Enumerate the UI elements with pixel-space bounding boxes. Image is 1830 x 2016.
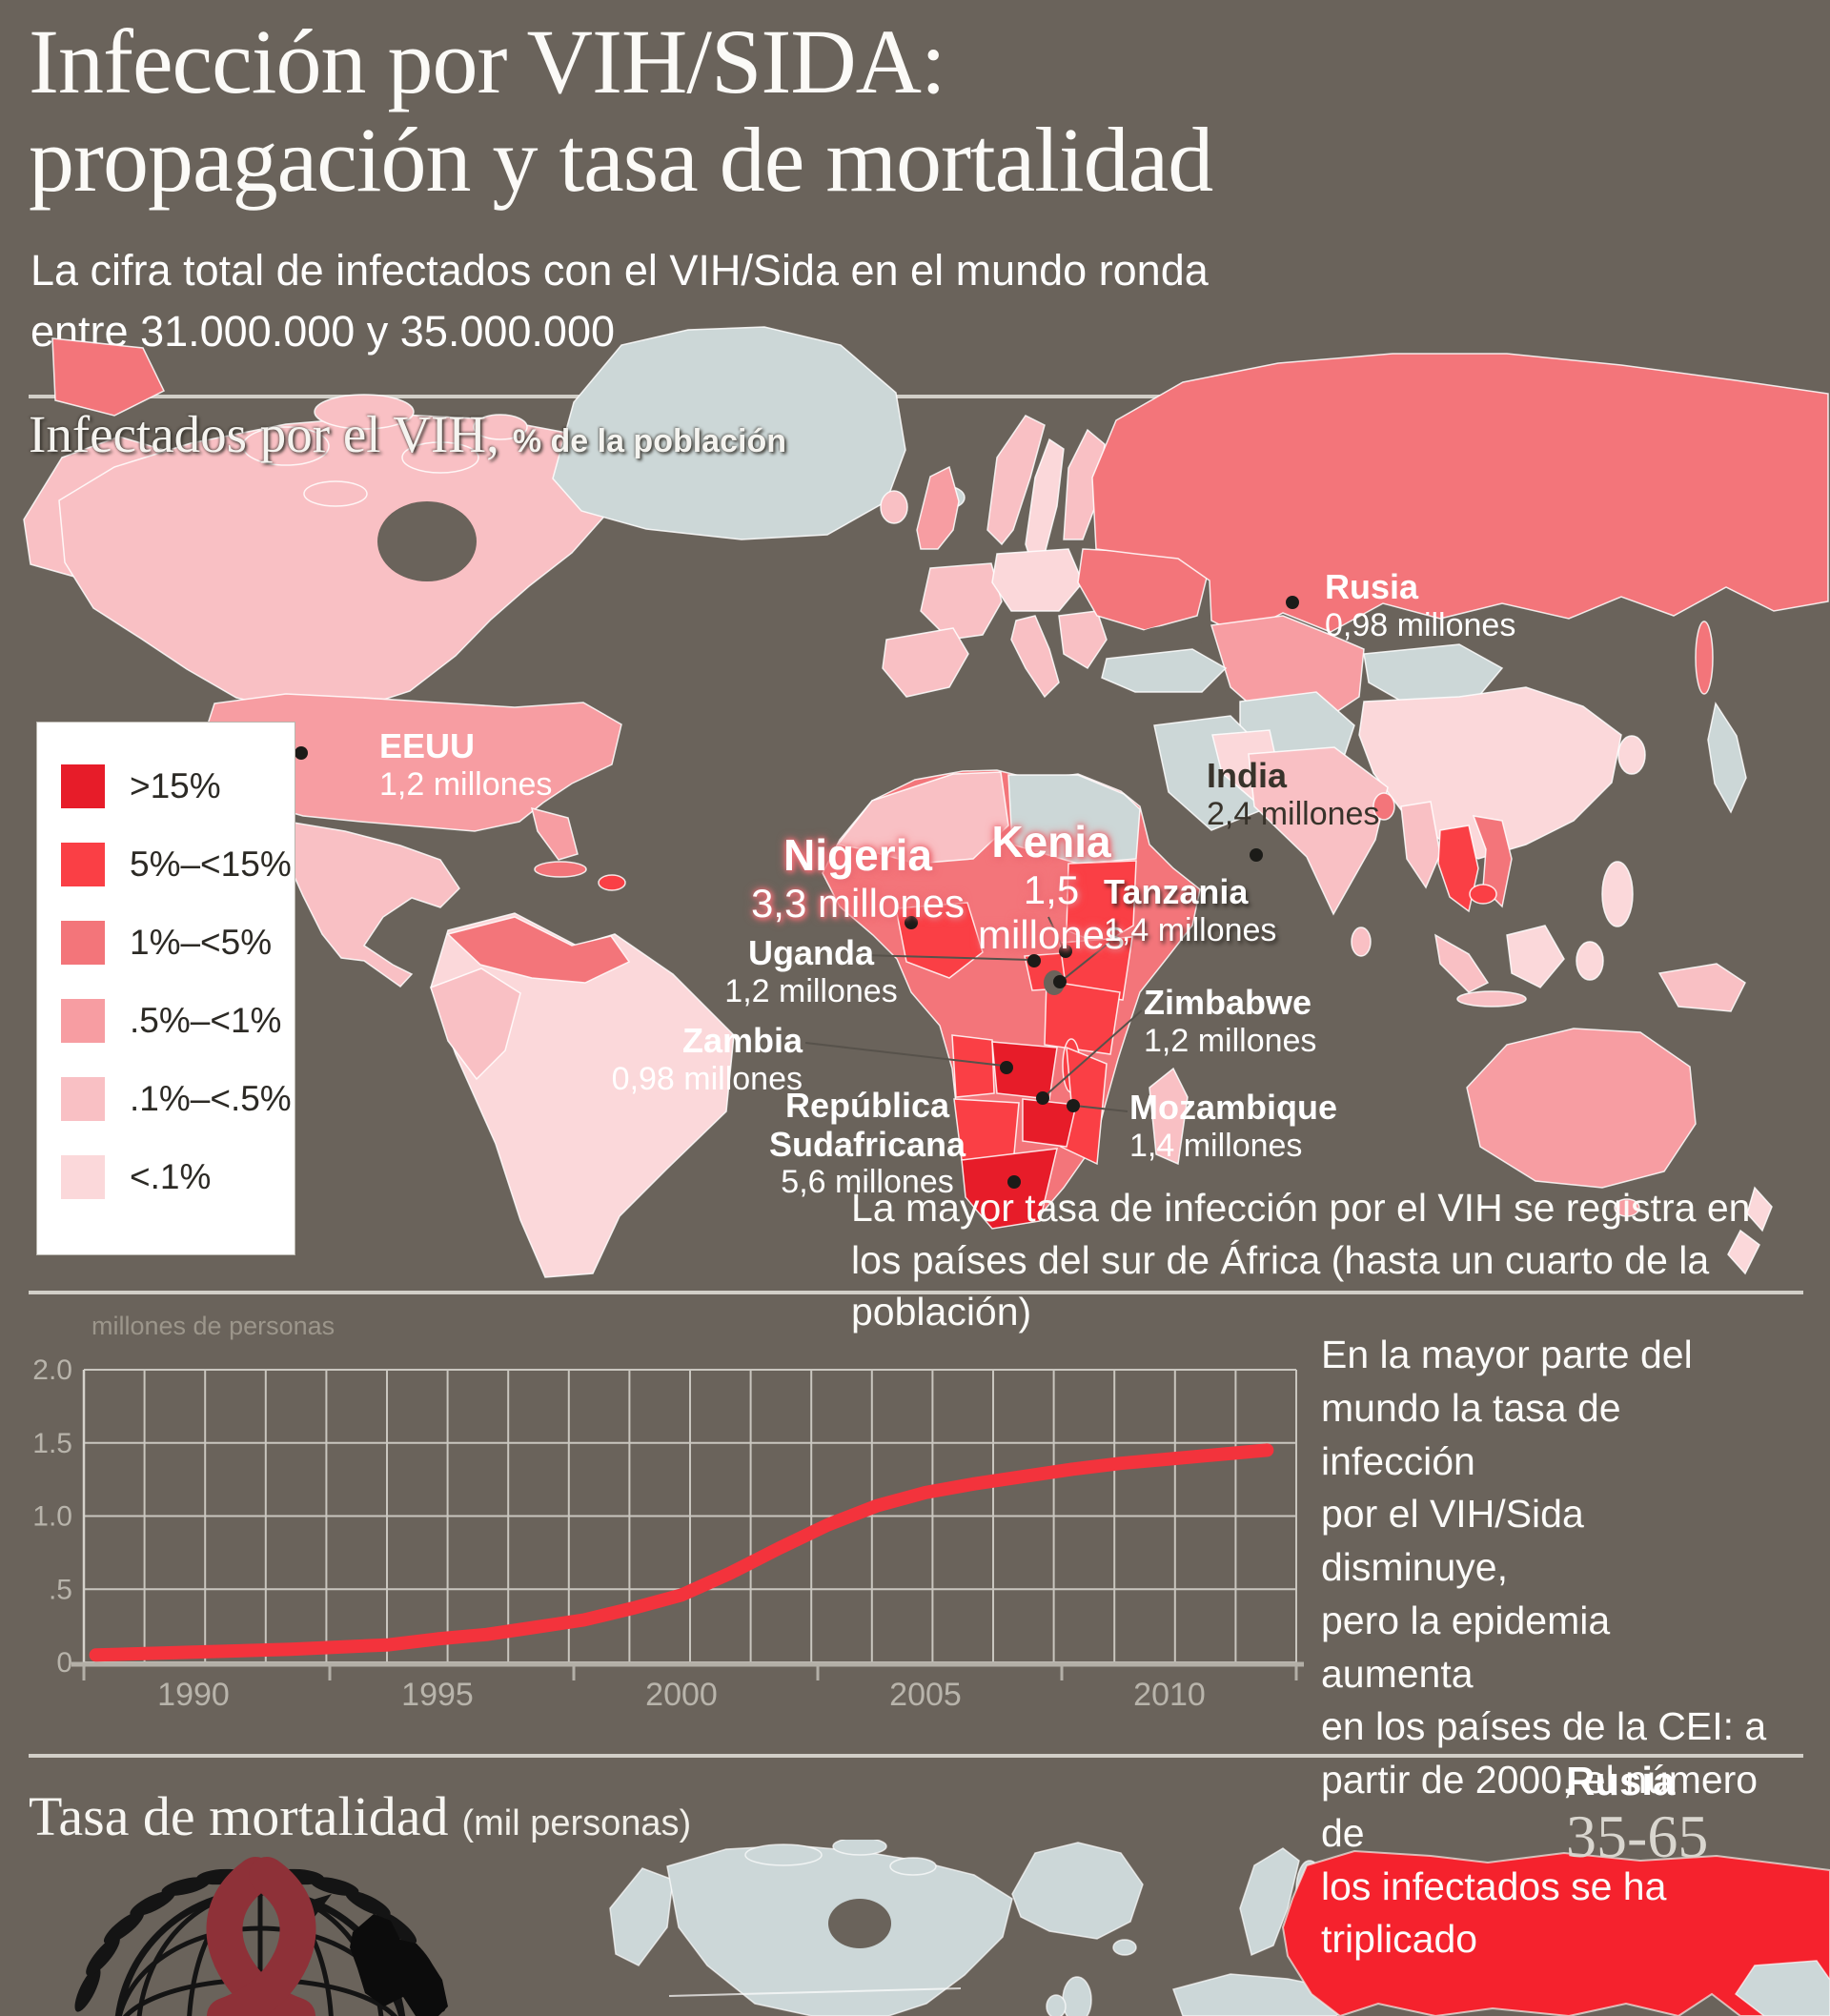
- map-legend: >15% 5%–<15% 1%–<5% .5%–<1% .1%–<.5% <.1%: [36, 722, 295, 1255]
- legend-swatch: [61, 843, 105, 886]
- legend-label: 5%–<15%: [130, 845, 292, 884]
- legend-swatch: [61, 999, 105, 1043]
- un-emblem-aids-ribbon: [74, 1857, 448, 2016]
- legend-row-4: .1%–<.5%: [37, 1060, 295, 1138]
- x-tick-label: 1995: [401, 1677, 474, 1713]
- infection-line-chart: 2.0 1.5 1.0 .5 0 1990 1995 2000 2005 2010: [32, 1354, 1304, 1713]
- legend-row-2: 1%–<5%: [37, 904, 295, 982]
- y-tick-label: 2.0: [32, 1354, 72, 1386]
- map-section-heading: Infectados por el VIH, % de la población: [29, 404, 786, 464]
- map-heading-sub: % de la población: [512, 423, 786, 459]
- silhouette-figure: [350, 1914, 448, 2016]
- x-tick-label: 2000: [645, 1677, 718, 1713]
- legend-row-5: <.1%: [37, 1138, 295, 1216]
- aids-ribbon-icon: [206, 1857, 316, 2016]
- x-tick-label: 1990: [157, 1677, 230, 1713]
- legend-row-1: 5%–<15%: [37, 825, 295, 904]
- x-tick-label: 2010: [1133, 1677, 1206, 1713]
- divider-bottom: [29, 1754, 1803, 1758]
- world-map-mortality: [609, 1840, 1830, 2016]
- legend-swatch: [61, 764, 105, 808]
- mortality-heading-main: Tasa de mortalidad: [29, 1785, 449, 1847]
- x-tick-label: 2005: [889, 1677, 962, 1713]
- legend-swatch: [61, 1077, 105, 1121]
- legend-label: .1%–<.5%: [130, 1079, 292, 1118]
- legend-label: 1%–<5%: [130, 923, 273, 962]
- mortality-russia-label: Rusia: [1566, 1759, 1676, 1803]
- legend-swatch: [61, 1155, 105, 1199]
- chart-side-text: En la mayor parte del mundo la tasa de i…: [1321, 1333, 1767, 1962]
- legend-swatch: [61, 921, 105, 965]
- divider-top: [29, 395, 1803, 398]
- map-annotation: La mayor tasa de infección por el VIH se…: [851, 1186, 1751, 1334]
- mortality-russia-value: 35-65: [1566, 1802, 1709, 1870]
- y-tick-label: 0: [56, 1647, 72, 1679]
- legend-label: <.1%: [130, 1157, 212, 1196]
- legend-label: >15%: [130, 766, 221, 805]
- map-heading-main: Infectados por el VIH,: [29, 405, 499, 463]
- y-tick-label: .5: [49, 1574, 72, 1605]
- divider-middle: [29, 1291, 1803, 1294]
- legend-row-0: >15%: [37, 747, 295, 825]
- legend-row-3: .5%–<1%: [37, 982, 295, 1060]
- page-title: Infección por VIH/SIDA: propagación y ta…: [29, 10, 1213, 211]
- y-tick-label: 1.0: [32, 1501, 72, 1533]
- chart-unit-label: millones de personas: [92, 1312, 336, 1340]
- y-tick-label: 1.5: [32, 1428, 72, 1459]
- legend-label: .5%–<1%: [130, 1001, 282, 1040]
- mortality-heading-sub: (mil personas): [461, 1803, 692, 1843]
- mortality-section-heading: Tasa de mortalidad (mil personas): [29, 1784, 691, 1848]
- chart-line: [89, 1443, 1274, 1662]
